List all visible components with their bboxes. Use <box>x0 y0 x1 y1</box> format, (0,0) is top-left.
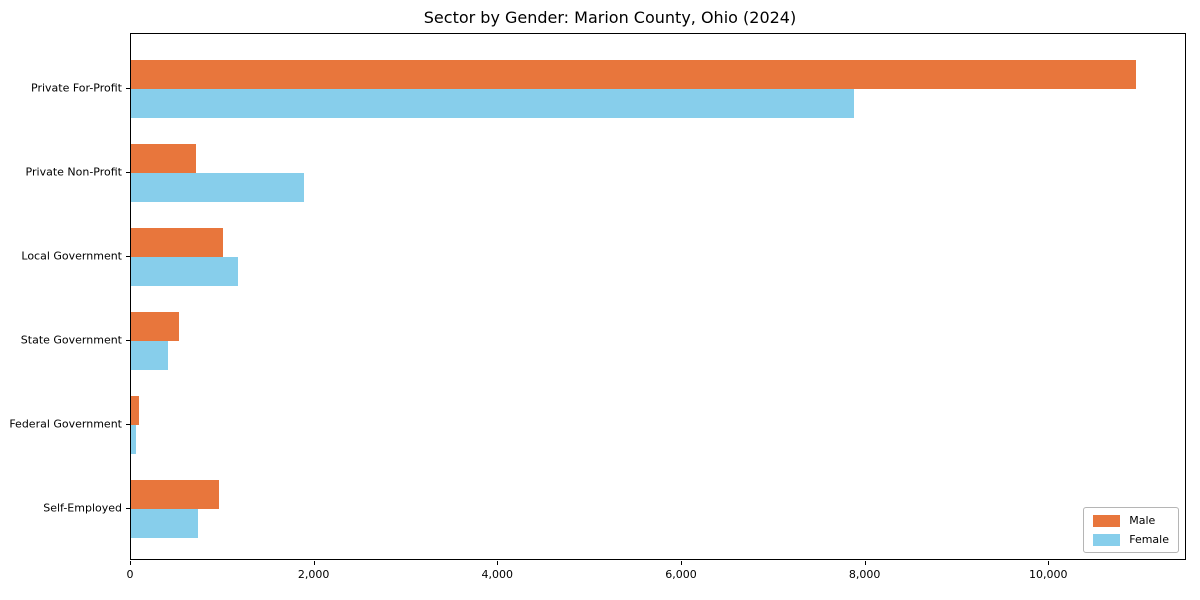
x-axis-tick <box>680 561 682 565</box>
legend-item-female: Female <box>1093 533 1169 546</box>
y-axis-tick <box>126 172 130 173</box>
bar-male <box>131 228 223 257</box>
bar-male <box>131 480 220 509</box>
legend-item-male: Male <box>1093 514 1169 527</box>
y-axis-tick <box>126 508 130 509</box>
x-axis-tick-label: 4,000 <box>481 568 514 581</box>
bar-male <box>131 144 197 173</box>
bar-female <box>131 89 854 118</box>
bar-female <box>131 425 136 454</box>
y-axis-label: State Government <box>20 333 122 347</box>
y-axis-tick <box>126 88 130 89</box>
x-axis-tick-label: 6,000 <box>665 568 697 581</box>
legend-swatch-male <box>1093 514 1121 527</box>
y-axis-tick <box>126 340 130 341</box>
x-axis-tick <box>1048 561 1050 565</box>
legend: Male Female <box>1083 507 1179 553</box>
y-axis-tick <box>126 424 130 425</box>
chart-title: Sector by Gender: Marion County, Ohio (2… <box>423 8 797 27</box>
bar-female <box>131 341 168 370</box>
x-axis-tick-label: 0 <box>126 568 134 581</box>
legend-swatch-female <box>1093 533 1121 546</box>
x-axis-tick <box>497 561 499 565</box>
y-axis-label: Private Non-Profit <box>25 165 122 179</box>
y-axis-label: Self-Employed <box>43 501 122 515</box>
x-axis-tick-label: 8,000 <box>848 568 881 581</box>
x-axis-tick <box>130 561 131 565</box>
bar-male <box>131 60 1136 89</box>
plot-area: Male Female <box>130 33 1186 560</box>
y-axis-label: Federal Government <box>9 417 122 431</box>
bar-male <box>131 396 139 425</box>
bar-male <box>131 312 180 341</box>
x-axis-tick-label: 10,000 <box>1029 568 1068 581</box>
y-axis-tick <box>126 256 130 257</box>
y-axis-label: Local Government <box>21 249 122 263</box>
bar-female <box>131 509 198 538</box>
legend-label: Male <box>1129 514 1156 527</box>
bar-female <box>131 257 238 286</box>
x-axis-tick <box>313 561 315 565</box>
legend-label: Female <box>1129 533 1169 546</box>
bar-female <box>131 173 304 202</box>
y-axis-label: Private For-Profit <box>31 81 122 95</box>
x-axis-tick-label: 2,000 <box>297 568 330 581</box>
x-axis-tick <box>864 561 866 565</box>
